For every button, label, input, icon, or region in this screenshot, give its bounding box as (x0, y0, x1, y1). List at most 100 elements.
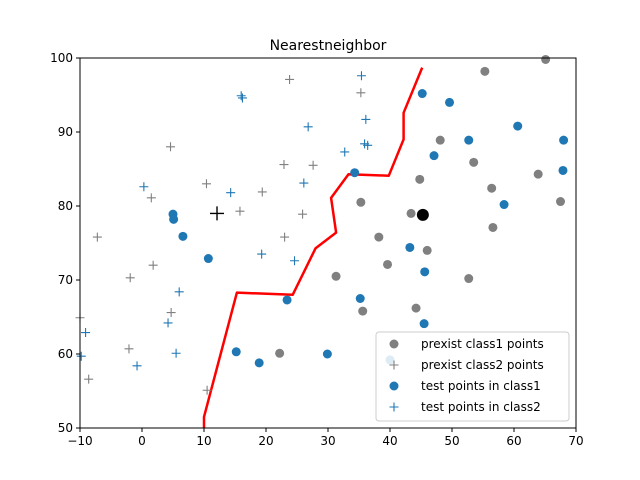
plus-point (361, 114, 371, 124)
circle-point (275, 348, 285, 358)
plus-point (235, 206, 245, 216)
x-tick-label: 70 (568, 434, 583, 448)
plus-point (76, 351, 86, 361)
circle-point (282, 295, 292, 305)
plus-point (257, 187, 267, 197)
circle-point (411, 303, 421, 313)
circle-point (322, 349, 332, 359)
circle-point (533, 169, 543, 179)
circle-point (559, 135, 569, 145)
y-tick-label: 90 (58, 125, 73, 139)
plus-point (148, 260, 158, 270)
plus-point (356, 88, 366, 98)
legend-label: prexist class1 points (421, 337, 544, 351)
highlight-point (416, 208, 429, 221)
plus-point (356, 71, 366, 81)
circle-point (513, 121, 523, 131)
legend-item: test points in class1 (389, 379, 541, 393)
legend-label: test points in class2 (421, 400, 541, 414)
circle-point (499, 200, 509, 210)
plus-point (132, 361, 142, 371)
circle-point (541, 54, 551, 64)
circle-point (429, 151, 439, 161)
legend-label: prexist class2 points (421, 358, 544, 372)
query-point (210, 206, 225, 221)
chart-title: Nearestneighbor (270, 38, 387, 54)
legend-box (375, 331, 570, 422)
plus-point (279, 160, 289, 170)
plus-point (84, 374, 94, 384)
x-tick-label: 0 (138, 434, 146, 448)
plus-point (139, 182, 149, 192)
circle-point (417, 89, 427, 99)
circle-point (350, 168, 360, 178)
plus-point (299, 178, 309, 188)
special-points-layer (210, 206, 429, 221)
circle-point (374, 232, 384, 242)
plus-point (202, 385, 212, 395)
circle-point (356, 197, 366, 207)
legend-label: test points in class1 (421, 379, 541, 393)
x-tick-label: 50 (444, 434, 459, 448)
x-tick-label: 30 (320, 434, 335, 448)
series-3 (168, 89, 569, 368)
plus-point (226, 188, 236, 198)
plus-point (303, 122, 313, 132)
plus-point (363, 140, 373, 150)
plus-point (174, 287, 184, 297)
circle-point (383, 259, 393, 269)
plus-point (236, 91, 246, 101)
circle-point (406, 208, 416, 218)
y-tick-label: 60 (58, 347, 73, 361)
y-tick-label: 70 (58, 273, 73, 287)
plus-point (92, 232, 102, 242)
circle-point (355, 294, 365, 303)
series-4 (76, 71, 373, 371)
circle-point (254, 358, 264, 368)
circle-point (464, 274, 474, 284)
plus-point (171, 348, 181, 358)
y-tick-label: 50 (58, 421, 73, 435)
x-tick-label: −10 (67, 434, 92, 448)
x-tick-label: 10 (196, 434, 211, 448)
plus-point (237, 93, 247, 103)
decision-boundary-line (202, 67, 424, 428)
circle-point (556, 197, 565, 207)
plus-point (166, 142, 176, 152)
plus-point (257, 249, 267, 259)
circle-point (358, 306, 368, 316)
plus-point (280, 232, 290, 242)
legend-item: test points in class2 (389, 400, 541, 414)
legend-item: prexist class2 points (389, 358, 544, 372)
circle-point (419, 319, 429, 329)
plus-point (340, 147, 350, 157)
circle-point (488, 222, 498, 232)
circle-point (464, 135, 474, 145)
plus-point (125, 273, 135, 283)
plus-point (146, 193, 156, 203)
plus-point (298, 209, 308, 219)
circle-point (178, 231, 188, 241)
circle-point (405, 242, 415, 252)
circle-point (487, 183, 497, 193)
plus-point (163, 318, 173, 328)
x-tick-label: 60 (506, 434, 521, 448)
legend-marker (389, 339, 399, 349)
plus-point (308, 160, 318, 170)
plus-point (81, 328, 91, 338)
boundary-layer (202, 67, 424, 428)
circle-point (231, 347, 241, 357)
legend-marker (389, 381, 399, 391)
y-tick-label: 80 (58, 199, 73, 213)
x-tick-label: 40 (382, 434, 397, 448)
series-1 (275, 54, 565, 358)
plus-point (166, 308, 176, 318)
x-tick-label: 20 (258, 434, 273, 448)
circle-point (331, 271, 341, 281)
legend-marker (389, 402, 399, 412)
legend-marker (389, 360, 399, 370)
plus-point (201, 179, 211, 189)
circle-point (420, 267, 430, 277)
circle-point (435, 135, 445, 145)
plus-point (285, 74, 295, 84)
